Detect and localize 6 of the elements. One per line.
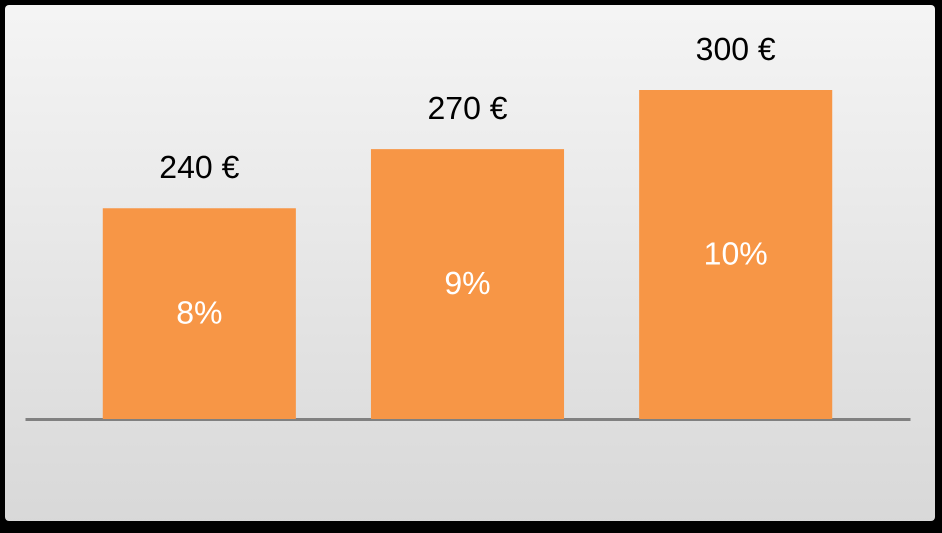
- data-label: 240 €: [159, 149, 240, 186]
- annotation: 10%: [704, 236, 768, 272]
- data-label: 300 €: [696, 31, 776, 67]
- annotation: 9%: [444, 265, 491, 302]
- data-label: 270 €: [427, 90, 508, 126]
- annotation: 8%: [176, 294, 222, 331]
